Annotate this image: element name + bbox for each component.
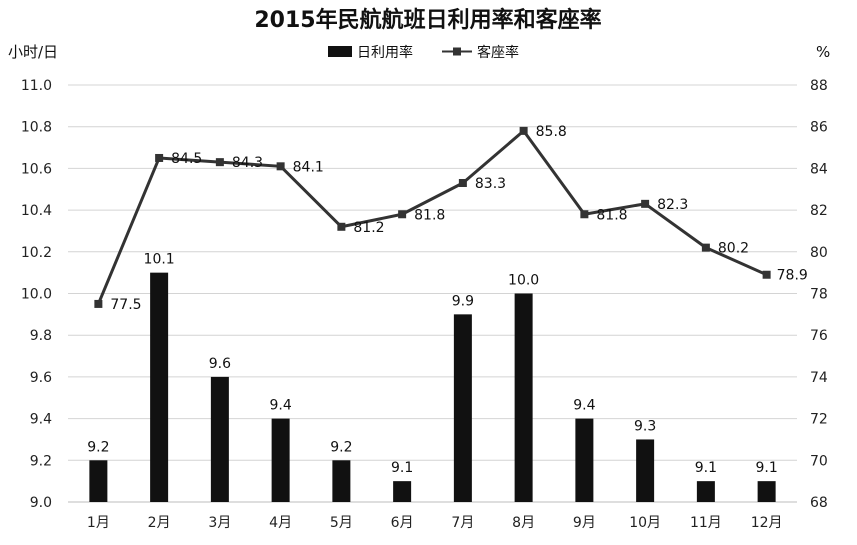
chart-title: 2015年民航航班日利用率和客座率 [254, 7, 601, 33]
legend-bar-swatch [328, 46, 352, 57]
left-axis-unit: 小时/日 [8, 43, 58, 61]
x-tick-label: 6月 [391, 515, 414, 531]
bar-data-label: 9.1 [695, 460, 717, 476]
line-data-label: 81.8 [414, 207, 445, 223]
left-tick-label: 10.4 [21, 203, 52, 219]
bar [89, 460, 108, 502]
x-tick-label: 8月 [512, 515, 535, 531]
right-tick-label: 84 [810, 161, 828, 177]
bar-data-label: 9.1 [391, 460, 413, 476]
left-tick-label: 10.0 [21, 287, 52, 303]
bar-data-label: 9.6 [209, 356, 231, 372]
x-tick-label: 1月 [87, 515, 110, 531]
bar-data-label: 9.9 [452, 293, 474, 309]
right-tick-label: 76 [810, 328, 828, 344]
x-tick-label: 3月 [208, 515, 231, 531]
line-point [701, 243, 710, 252]
bar-data-label: 9.4 [269, 398, 291, 414]
bar-data-label: 9.1 [755, 460, 777, 476]
line-point [641, 199, 650, 208]
right-tick-label: 88 [810, 78, 828, 94]
line-point [276, 162, 285, 171]
bar-data-label: 9.4 [573, 398, 595, 414]
bar [453, 314, 472, 502]
x-tick-label: 4月 [269, 515, 292, 531]
bar [332, 460, 351, 502]
right-tick-label: 68 [810, 495, 828, 511]
line-data-label: 83.3 [475, 176, 506, 192]
bar [636, 439, 655, 502]
bar [271, 418, 290, 502]
line-path [96, 129, 768, 305]
bar [575, 418, 594, 502]
x-tick-label: 11月 [690, 515, 722, 531]
line-data-label: 78.9 [777, 268, 808, 284]
right-tick-label: 82 [810, 203, 828, 219]
line-data-label: 80.2 [718, 241, 749, 257]
line-data-label: 84.3 [232, 155, 263, 171]
line-point [580, 210, 589, 219]
bar-data-label: 10.1 [144, 252, 175, 268]
left-tick-label: 9.8 [30, 328, 52, 344]
left-tick-label: 9.4 [30, 412, 52, 428]
bar [757, 481, 776, 502]
right-tick-label: 78 [810, 287, 828, 303]
line-data-label: 81.2 [353, 220, 384, 236]
right-tick-label: 74 [810, 370, 828, 386]
x-tick-label: 9月 [573, 515, 596, 531]
line-point [458, 178, 467, 187]
left-axis-ticks: 9.0 9.2 9.4 9.6 9.8 10.0 10.2 10.4 10.6 10.8 11.0 [21, 78, 52, 511]
left-tick-label: 10.2 [21, 245, 52, 261]
right-tick-label: 70 [810, 453, 828, 469]
line-point [215, 158, 224, 167]
bar [150, 272, 169, 502]
bar-data-label: 9.3 [634, 418, 656, 434]
line-point [519, 126, 528, 135]
bar-data-label: 10.0 [508, 273, 539, 289]
x-tick-label: 10月 [629, 515, 661, 531]
legend-line-label: 客座率 [477, 44, 519, 61]
x-tick-label: 12月 [751, 515, 783, 531]
line-point [337, 222, 346, 231]
right-axis-unit: % [816, 43, 830, 61]
bar [514, 293, 533, 502]
legend-bar-label: 日利用率 [357, 44, 413, 61]
left-tick-label: 9.6 [30, 370, 52, 386]
bar [696, 481, 715, 502]
bar-data-label: 9.2 [87, 439, 109, 455]
line-data-label: 84.5 [171, 151, 202, 167]
x-tick-label: 5月 [330, 515, 353, 531]
left-tick-label: 9.0 [30, 495, 52, 511]
legend: 日利用率 客座率 [328, 44, 519, 61]
bar [393, 481, 412, 502]
line-point [94, 299, 103, 308]
right-tick-label: 80 [810, 245, 828, 261]
right-axis-ticks: 68 70 72 74 76 78 80 82 84 86 88 [810, 78, 828, 511]
bar-series: 9.2 10.1 9.6 9.4 9.2 9.1 9.9 10.0 9.4 9.3 9.1 9.1 [87, 252, 778, 502]
left-tick-label: 10.6 [21, 161, 52, 177]
left-tick-label: 10.8 [21, 120, 52, 136]
line-data-label: 85.8 [536, 124, 567, 140]
right-tick-label: 72 [810, 412, 828, 428]
left-tick-label: 11.0 [21, 78, 52, 94]
line-point [398, 210, 407, 219]
line-data-label: 82.3 [657, 197, 688, 213]
gridlines [68, 84, 797, 503]
line-point [762, 270, 771, 279]
line-data-label: 81.8 [596, 207, 627, 223]
line-data-label: 77.5 [110, 297, 141, 313]
x-axis-ticks: 1月 2月 3月 4月 5月 6月 7月 8月 9月 10月 11月 12月 [87, 515, 783, 531]
x-tick-label: 7月 [451, 515, 474, 531]
bar-data-label: 9.2 [330, 439, 352, 455]
right-tick-label: 86 [810, 120, 828, 136]
line-series: 77.5 84.5 84.3 84.1 81.2 81.8 83.3 85.8 81.8 82.3… [94, 124, 808, 313]
line-point [155, 153, 164, 162]
legend-line-marker [453, 47, 461, 56]
left-tick-label: 9.2 [30, 453, 52, 469]
line-data-label: 84.1 [293, 159, 324, 175]
bar [210, 376, 229, 502]
x-tick-label: 2月 [148, 515, 171, 531]
